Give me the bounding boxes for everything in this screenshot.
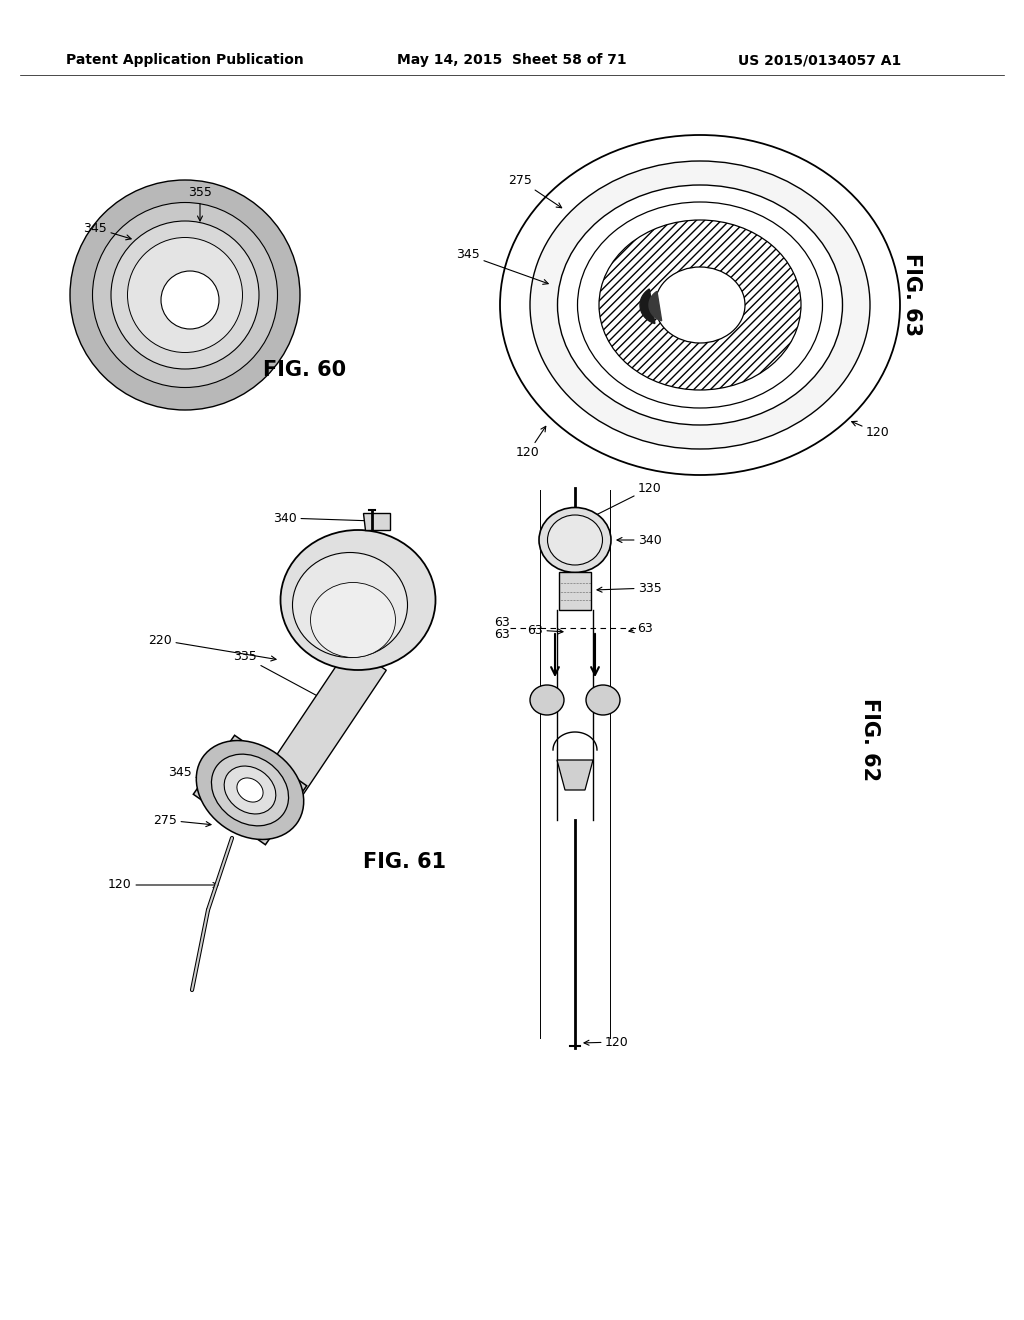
Ellipse shape bbox=[310, 582, 395, 657]
Text: 355: 355 bbox=[188, 186, 212, 220]
Ellipse shape bbox=[211, 754, 289, 826]
Text: 340: 340 bbox=[617, 533, 662, 546]
Text: 63: 63 bbox=[495, 627, 510, 640]
Ellipse shape bbox=[530, 161, 870, 449]
Ellipse shape bbox=[586, 685, 620, 715]
Text: 275: 275 bbox=[153, 813, 211, 826]
Ellipse shape bbox=[70, 180, 300, 411]
Ellipse shape bbox=[557, 185, 843, 425]
Ellipse shape bbox=[293, 553, 408, 657]
Polygon shape bbox=[649, 292, 662, 321]
Ellipse shape bbox=[161, 271, 219, 329]
Polygon shape bbox=[362, 513, 390, 531]
Ellipse shape bbox=[539, 507, 611, 573]
Text: FIG. 63: FIG. 63 bbox=[902, 253, 922, 337]
Polygon shape bbox=[559, 572, 591, 610]
Text: 220: 220 bbox=[148, 634, 276, 661]
Text: 120: 120 bbox=[109, 879, 218, 891]
Text: May 14, 2015  Sheet 58 of 71: May 14, 2015 Sheet 58 of 71 bbox=[397, 53, 627, 67]
Text: FIG. 60: FIG. 60 bbox=[263, 360, 346, 380]
Polygon shape bbox=[255, 645, 386, 812]
Text: US 2015/0134057 A1: US 2015/0134057 A1 bbox=[738, 53, 901, 67]
Ellipse shape bbox=[128, 238, 243, 352]
Text: 345: 345 bbox=[168, 766, 224, 788]
Text: 335: 335 bbox=[597, 582, 662, 594]
Text: 63: 63 bbox=[629, 622, 653, 635]
Polygon shape bbox=[640, 289, 655, 323]
Text: 63: 63 bbox=[527, 623, 563, 636]
Text: 345: 345 bbox=[83, 222, 131, 240]
Ellipse shape bbox=[599, 220, 801, 389]
Ellipse shape bbox=[197, 741, 304, 840]
Text: 120: 120 bbox=[852, 421, 890, 440]
Text: 345: 345 bbox=[456, 248, 548, 284]
Text: 120: 120 bbox=[584, 1035, 629, 1048]
Text: 275: 275 bbox=[508, 173, 561, 207]
Text: 120: 120 bbox=[516, 426, 546, 459]
Text: 120: 120 bbox=[584, 482, 662, 521]
Ellipse shape bbox=[500, 135, 900, 475]
Text: 335: 335 bbox=[233, 651, 322, 698]
Polygon shape bbox=[194, 735, 307, 845]
Text: FIG. 61: FIG. 61 bbox=[364, 851, 446, 873]
Text: FIG. 62: FIG. 62 bbox=[860, 698, 880, 781]
Ellipse shape bbox=[281, 531, 435, 671]
Ellipse shape bbox=[655, 267, 745, 343]
Text: Patent Application Publication: Patent Application Publication bbox=[67, 53, 304, 67]
Polygon shape bbox=[557, 760, 593, 789]
Ellipse shape bbox=[224, 766, 275, 814]
Text: 63: 63 bbox=[495, 615, 510, 628]
Ellipse shape bbox=[92, 202, 278, 388]
Ellipse shape bbox=[530, 685, 564, 715]
Ellipse shape bbox=[111, 220, 259, 370]
Text: 340: 340 bbox=[273, 511, 371, 524]
Ellipse shape bbox=[548, 515, 602, 565]
Ellipse shape bbox=[237, 777, 263, 803]
Text: 345: 345 bbox=[528, 693, 561, 706]
Ellipse shape bbox=[578, 202, 822, 408]
